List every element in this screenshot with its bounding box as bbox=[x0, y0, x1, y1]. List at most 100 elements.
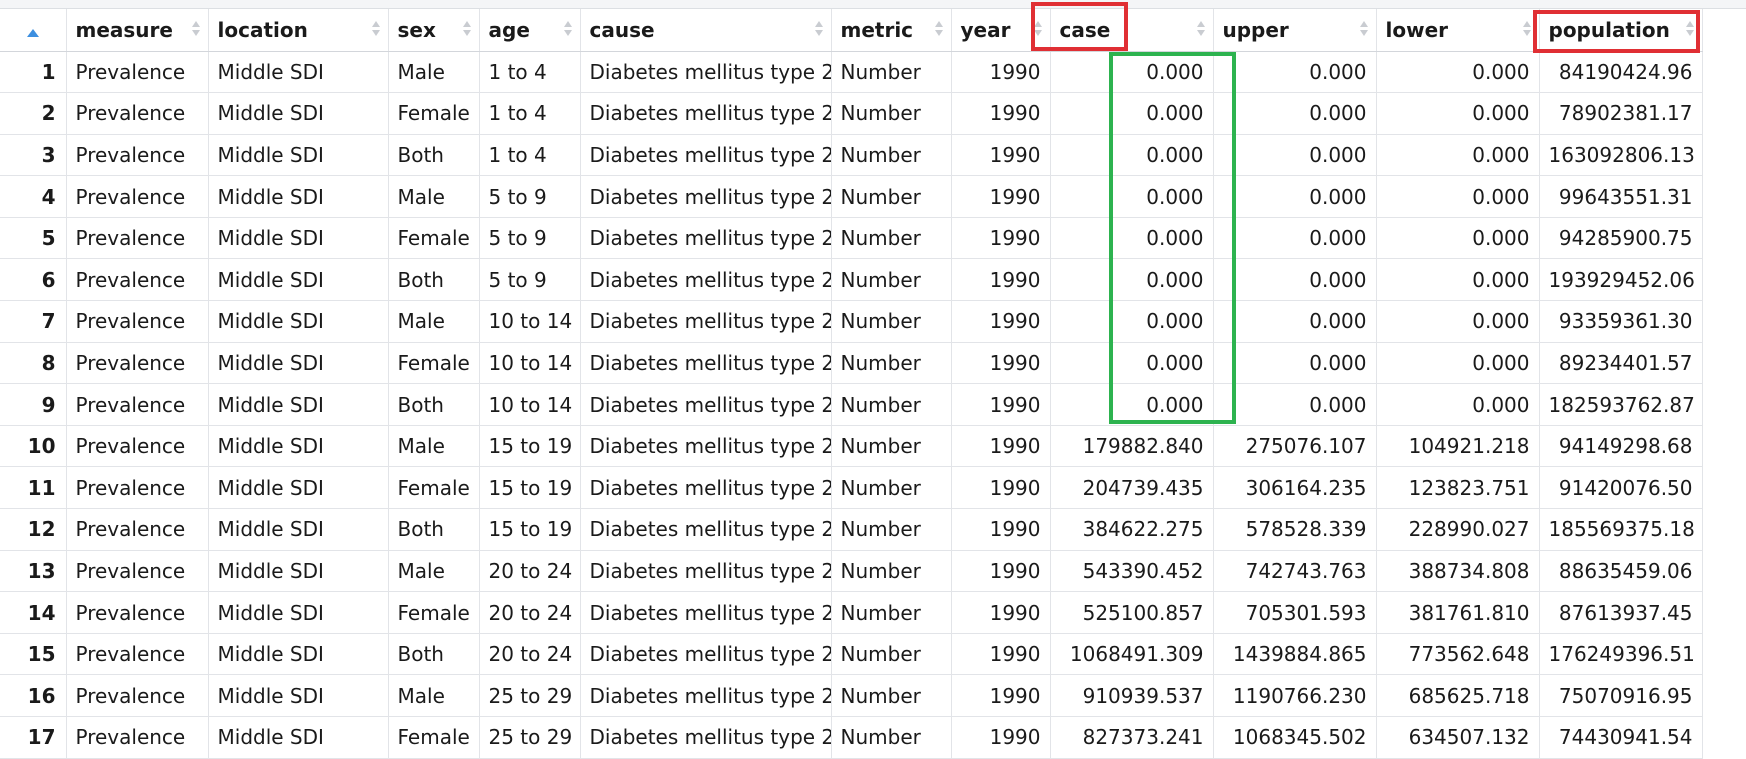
column-header-cause[interactable]: cause bbox=[580, 9, 832, 52]
cell-metric: Number bbox=[831, 51, 952, 94]
column-header-lower[interactable]: lower bbox=[1376, 9, 1540, 52]
cell-cause: Diabetes mellitus type 2 bbox=[580, 466, 832, 510]
cell-age: 1 to 4 bbox=[479, 134, 581, 177]
row-number: 5 bbox=[0, 217, 67, 260]
cell-age: 10 to 14 bbox=[479, 300, 581, 343]
cell-year: 1990 bbox=[951, 508, 1051, 551]
cell-sex: Both bbox=[388, 134, 480, 177]
cell-measure: Prevalence bbox=[66, 508, 209, 551]
column-header-label: upper bbox=[1222, 17, 1289, 42]
column-header-metric[interactable]: metric bbox=[831, 9, 952, 52]
cell-lower: 123823.751 bbox=[1376, 466, 1540, 510]
table-row[interactable]: 11 Prevalence Middle SDI Female 15 to 19 Diab… bbox=[0, 466, 1703, 510]
cell-lower: 0.000 bbox=[1376, 383, 1540, 426]
column-header-label: cause bbox=[589, 17, 655, 42]
row-number: 12 bbox=[0, 508, 67, 551]
cell-sex: Female bbox=[388, 342, 480, 385]
cell-sex: Male bbox=[388, 425, 480, 468]
sort-arrows-icon bbox=[1685, 18, 1695, 40]
table-row[interactable]: 7 Prevalence Middle SDI Male 10 to 14 Diabete… bbox=[0, 300, 1703, 343]
cell-lower: 0.000 bbox=[1376, 300, 1540, 343]
sort-arrows-icon bbox=[191, 18, 201, 40]
table-row[interactable]: 16 Prevalence Middle SDI Male 25 to 29 Diabet… bbox=[0, 674, 1703, 717]
table-row[interactable]: 12 Prevalence Middle SDI Both 15 to 19 Diabet… bbox=[0, 508, 1703, 551]
row-number: 15 bbox=[0, 633, 67, 676]
column-header-label: age bbox=[488, 17, 530, 42]
cell-case: 0.000 bbox=[1050, 258, 1214, 302]
table-row[interactable]: 14 Prevalence Middle SDI Female 20 to 24 Diab… bbox=[0, 591, 1703, 634]
cell-location: Middle SDI bbox=[208, 134, 389, 177]
cell-population: 75070916.95 bbox=[1539, 674, 1703, 717]
cell-lower: 0.000 bbox=[1376, 175, 1540, 218]
cell-cause: Diabetes mellitus type 2 bbox=[580, 342, 832, 385]
cell-lower: 634507.132 bbox=[1376, 716, 1540, 759]
cell-metric: Number bbox=[831, 674, 952, 717]
column-header-label: lower bbox=[1385, 17, 1449, 42]
cell-year: 1990 bbox=[951, 550, 1051, 593]
cell-metric: Number bbox=[831, 508, 952, 551]
cell-age: 15 to 19 bbox=[479, 466, 581, 510]
cell-lower: 0.000 bbox=[1376, 217, 1540, 260]
table-row[interactable]: 17 Prevalence Middle SDI Female 25 to 29 Diab… bbox=[0, 716, 1703, 759]
cell-upper: 0.000 bbox=[1213, 51, 1377, 94]
cell-case: 0.000 bbox=[1050, 217, 1214, 260]
cell-sex: Both bbox=[388, 383, 480, 426]
cell-cause: Diabetes mellitus type 2 bbox=[580, 425, 832, 468]
column-header-measure[interactable]: measure bbox=[66, 9, 209, 52]
cell-sex: Female bbox=[388, 466, 480, 510]
cell-cause: Diabetes mellitus type 2 bbox=[580, 716, 832, 759]
sort-arrows-icon bbox=[814, 18, 824, 40]
table-row[interactable]: 10 Prevalence Middle SDI Male 15 to 19 Diabet… bbox=[0, 425, 1703, 468]
row-number: 17 bbox=[0, 716, 67, 759]
column-header-sex[interactable]: sex bbox=[388, 9, 480, 52]
table-row[interactable]: 4 Prevalence Middle SDI Male 5 to 9 Diabetes … bbox=[0, 175, 1703, 218]
cell-year: 1990 bbox=[951, 51, 1051, 94]
cell-upper: 1190766.230 bbox=[1213, 674, 1377, 717]
table-row[interactable]: 3 Prevalence Middle SDI Both 1 to 4 Diabetes … bbox=[0, 134, 1703, 177]
rownum-sort-header[interactable] bbox=[0, 9, 67, 52]
column-header-case[interactable]: case bbox=[1050, 9, 1214, 52]
cell-location: Middle SDI bbox=[208, 591, 389, 634]
cell-sex: Both bbox=[388, 633, 480, 676]
cell-year: 1990 bbox=[951, 175, 1051, 218]
cell-sex: Both bbox=[388, 258, 480, 302]
column-header-age[interactable]: age bbox=[479, 9, 581, 52]
cell-case: 1068491.309 bbox=[1050, 633, 1214, 676]
cell-cause: Diabetes mellitus type 2 bbox=[580, 134, 832, 177]
table-row[interactable]: 6 Prevalence Middle SDI Both 5 to 9 Diabetes … bbox=[0, 258, 1703, 302]
cell-location: Middle SDI bbox=[208, 716, 389, 759]
table-row[interactable]: 15 Prevalence Middle SDI Both 20 to 24 Diabet… bbox=[0, 633, 1703, 676]
cell-measure: Prevalence bbox=[66, 51, 209, 94]
cell-age: 5 to 9 bbox=[479, 217, 581, 260]
cell-age: 1 to 4 bbox=[479, 92, 581, 135]
table-row[interactable]: 1 Prevalence Middle SDI Male 1 to 4 Diabetes … bbox=[0, 51, 1703, 94]
column-header-location[interactable]: location bbox=[208, 9, 389, 52]
cell-metric: Number bbox=[831, 466, 952, 510]
cell-location: Middle SDI bbox=[208, 466, 389, 510]
table-row[interactable]: 2 Prevalence Middle SDI Female 1 to 4 Diabete… bbox=[0, 92, 1703, 135]
column-header-upper[interactable]: upper bbox=[1213, 9, 1377, 52]
column-header-year[interactable]: year bbox=[951, 9, 1051, 52]
row-number: 14 bbox=[0, 591, 67, 634]
table-row[interactable]: 8 Prevalence Middle SDI Female 10 to 14 Diabe… bbox=[0, 342, 1703, 385]
table-body: 1 Prevalence Middle SDI Male 1 to 4 Diabetes … bbox=[0, 51, 1703, 759]
table-row[interactable]: 9 Prevalence Middle SDI Both 10 to 14 Diabete… bbox=[0, 383, 1703, 426]
cell-measure: Prevalence bbox=[66, 425, 209, 468]
column-header-label: metric bbox=[840, 17, 914, 42]
table-row[interactable]: 13 Prevalence Middle SDI Male 20 to 24 Diabet… bbox=[0, 550, 1703, 593]
table-row[interactable]: 5 Prevalence Middle SDI Female 5 to 9 Diabete… bbox=[0, 217, 1703, 260]
cell-population: 94285900.75 bbox=[1539, 217, 1703, 260]
column-header-population[interactable]: population bbox=[1539, 9, 1703, 52]
column-header-label: measure bbox=[75, 17, 173, 42]
cell-population: 93359361.30 bbox=[1539, 300, 1703, 343]
cell-year: 1990 bbox=[951, 342, 1051, 385]
cell-metric: Number bbox=[831, 425, 952, 468]
cell-location: Middle SDI bbox=[208, 342, 389, 385]
row-number: 13 bbox=[0, 550, 67, 593]
cell-sex: Female bbox=[388, 716, 480, 759]
cell-age: 20 to 24 bbox=[479, 550, 581, 593]
cell-measure: Prevalence bbox=[66, 175, 209, 218]
cell-cause: Diabetes mellitus type 2 bbox=[580, 508, 832, 551]
column-header-label: case bbox=[1059, 17, 1111, 42]
row-number: 1 bbox=[0, 51, 67, 94]
